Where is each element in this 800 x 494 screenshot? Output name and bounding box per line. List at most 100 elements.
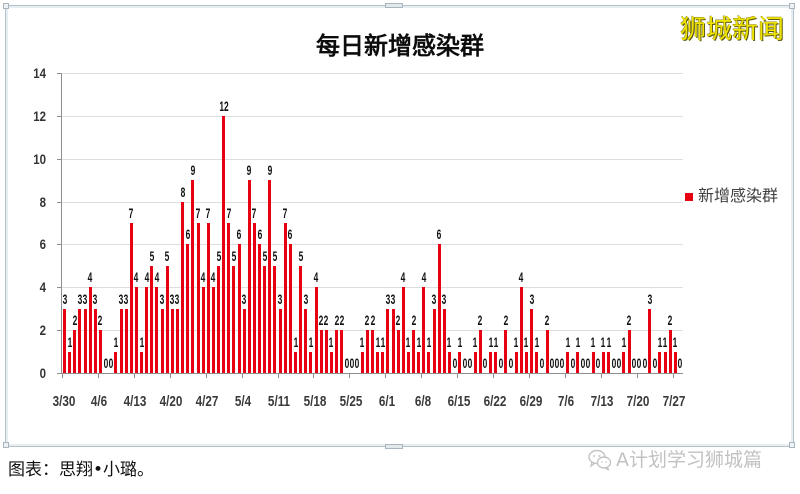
data-label: 1 <box>575 333 581 350</box>
bar <box>155 287 159 373</box>
bar <box>165 265 169 373</box>
bar <box>545 330 549 373</box>
bar <box>93 308 97 373</box>
x-axis-label: 7/20 <box>626 393 650 410</box>
data-label: 3 <box>647 290 652 307</box>
bar <box>437 244 441 373</box>
frame-corner-handle-top-left[interactable] <box>3 3 9 9</box>
brand-watermark: 狮城新闻 <box>680 15 785 45</box>
data-label: 2 <box>370 312 375 329</box>
bar <box>396 330 400 373</box>
y-axis-label: 2 <box>39 322 46 338</box>
data-label: 3 <box>241 290 247 307</box>
x-axis-tick <box>133 373 135 378</box>
data-label: 7 <box>282 205 288 221</box>
data-label: 0 <box>585 355 591 371</box>
x-axis-label: 4/20 <box>159 393 183 410</box>
data-label: 0 <box>595 355 601 371</box>
data-label: 1 <box>606 333 611 350</box>
legend-label: 新增感染群 <box>698 186 779 205</box>
data-label: 5 <box>149 247 155 264</box>
bar <box>381 351 385 373</box>
data-label: 7 <box>195 205 201 221</box>
data-label: 0 <box>570 355 575 371</box>
frame-corner-handle-top-right[interactable] <box>789 3 795 9</box>
data-label: 1 <box>380 333 386 350</box>
data-label: 0 <box>452 355 457 371</box>
bar <box>658 351 662 373</box>
x-axis-tick <box>241 373 243 378</box>
x-axis-tick <box>493 373 495 378</box>
bar <box>319 330 323 373</box>
data-label: 2 <box>323 312 329 329</box>
bar <box>273 265 277 373</box>
y-axis-line <box>61 73 62 374</box>
y-axis-tick <box>57 202 61 203</box>
frame-corner-handle-bottom-right[interactable] <box>789 442 795 448</box>
bar <box>129 223 133 373</box>
chart-legend: 新增感染群 <box>685 186 790 206</box>
data-label: 3 <box>62 290 67 307</box>
data-label: 2 <box>544 312 550 329</box>
bar <box>391 308 395 373</box>
data-label: 3 <box>390 290 396 307</box>
frame-resize-handle-bottom[interactable] <box>385 444 403 449</box>
bar <box>648 308 652 373</box>
y-axis-label: 10 <box>33 151 46 167</box>
data-label: 0 <box>103 355 108 371</box>
data-label: 2 <box>667 312 673 329</box>
bar <box>335 330 339 373</box>
frame-corner-handle-bottom-left[interactable] <box>3 442 9 448</box>
data-label: 0 <box>560 355 565 371</box>
data-label: 2 <box>503 312 509 329</box>
data-label: 3 <box>431 290 437 307</box>
bar <box>237 244 241 373</box>
data-label: 0 <box>467 355 473 371</box>
frame-resize-handle-top[interactable] <box>385 3 403 8</box>
data-label: 2 <box>72 312 78 329</box>
y-axis-tick <box>57 373 61 374</box>
data-label: 0 <box>344 355 350 371</box>
data-label: 1 <box>416 333 422 350</box>
bar <box>412 330 416 373</box>
data-label: 5 <box>164 247 170 264</box>
data-label: 4 <box>421 269 427 286</box>
x-axis-tick <box>564 373 566 378</box>
x-axis-tick <box>672 373 674 378</box>
bar <box>191 180 195 373</box>
bar <box>442 308 446 373</box>
bar <box>360 351 364 373</box>
gridline <box>62 287 683 288</box>
data-label: 4 <box>313 269 319 286</box>
bar <box>196 223 200 373</box>
x-axis-tick <box>62 373 63 378</box>
data-label: 6 <box>288 226 293 243</box>
bar <box>340 330 344 373</box>
data-label: 3 <box>118 290 124 307</box>
wechat-icon <box>588 449 612 471</box>
bar <box>252 223 256 373</box>
data-label: 7 <box>226 205 232 221</box>
x-axis-tick <box>169 373 171 378</box>
data-label: 1 <box>329 333 334 350</box>
x-axis-tick <box>385 373 387 378</box>
bar <box>68 351 72 373</box>
y-axis-label: 12 <box>33 108 46 124</box>
bar <box>232 265 236 373</box>
data-label: 0 <box>637 355 642 371</box>
data-label: 4 <box>144 269 150 286</box>
bar <box>278 308 282 373</box>
x-axis-line <box>61 373 683 374</box>
x-axis-label: 4/6 <box>91 393 108 410</box>
data-label: 3 <box>77 290 83 307</box>
y-axis-label: 6 <box>39 236 46 252</box>
bar <box>473 351 477 373</box>
y-axis-tick <box>57 287 61 288</box>
data-label: 1 <box>534 333 540 350</box>
x-axis-label: 5/18 <box>303 393 327 410</box>
watermark-text: A计划学习狮城篇 <box>616 449 762 471</box>
bar <box>73 330 77 373</box>
data-label: 0 <box>508 355 514 371</box>
bar <box>217 265 221 373</box>
data-label: 3 <box>82 290 88 307</box>
